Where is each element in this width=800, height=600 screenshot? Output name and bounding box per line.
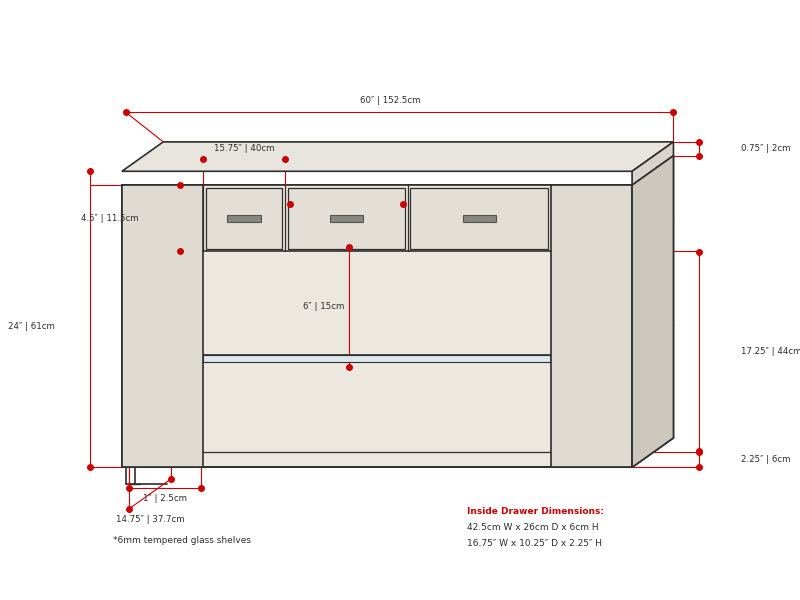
Polygon shape [288,188,405,248]
Text: 15.75″ | 40cm: 15.75″ | 40cm [214,144,274,153]
Text: 24″ | 61cm: 24″ | 61cm [8,322,54,331]
Text: 0.75″ | 2cm: 0.75″ | 2cm [741,144,790,153]
Polygon shape [330,215,363,222]
Text: 2.25″ | 6cm: 2.25″ | 6cm [741,455,790,464]
Text: 17.25″ | 44cm: 17.25″ | 44cm [741,347,800,356]
Text: 4.5″ | 11.5cm: 4.5″ | 11.5cm [81,214,138,223]
Polygon shape [202,355,551,362]
Text: 6″ | 15cm: 6″ | 15cm [303,302,345,311]
Polygon shape [227,215,261,222]
Polygon shape [551,185,632,467]
Polygon shape [122,185,202,467]
Polygon shape [551,325,593,362]
Text: 60″ | 152.5cm: 60″ | 152.5cm [360,96,421,105]
Polygon shape [632,155,674,467]
Polygon shape [206,188,282,248]
Polygon shape [463,215,496,222]
Text: *6mm tempered glass shelves: *6mm tempered glass shelves [113,536,250,545]
Text: 42.5cm W x 26cm D x 6cm H: 42.5cm W x 26cm D x 6cm H [466,523,598,532]
Text: 16.75″ W x 10.25″ D x 2.25″ H: 16.75″ W x 10.25″ D x 2.25″ H [466,539,602,548]
Polygon shape [632,142,674,185]
Text: Inside Drawer Dimensions:: Inside Drawer Dimensions: [466,507,604,516]
Polygon shape [632,155,674,467]
Text: 14.75″ | 37.7cm: 14.75″ | 37.7cm [116,515,184,524]
Polygon shape [122,142,674,172]
Text: 18.5″ | 47cm: 18.5″ | 47cm [338,188,392,197]
Polygon shape [122,185,632,467]
Text: 1″ | 2.5cm: 1″ | 2.5cm [143,494,187,503]
Polygon shape [410,188,549,248]
